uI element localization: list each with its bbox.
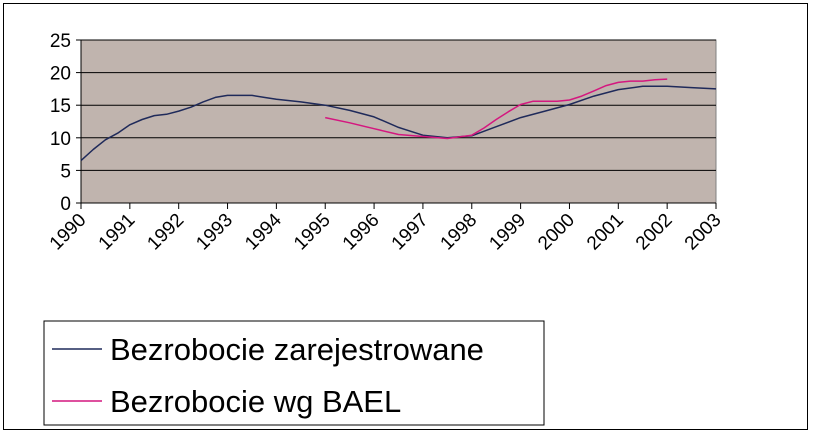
legend-box [43,320,545,426]
x-tick-label: 1999 [485,210,530,255]
x-tick-label: 1997 [388,210,433,255]
y-tick-label: 15 [50,96,71,117]
x-tick-label: 1995 [290,210,335,255]
x-tick-label: 1998 [437,210,482,255]
y-tick-label: 0 [60,194,71,215]
x-tick-label: 1994 [241,209,286,254]
y-tick-label: 10 [50,129,71,150]
x-tick-label: 2001 [583,210,628,255]
x-tick-label: 1992 [143,210,188,255]
y-tick-label: 5 [60,161,71,182]
series-line-1 [80,85,717,162]
y-tick-label: 25 [50,31,71,52]
plot-area [80,39,717,204]
x-tick-label: 2002 [632,210,677,255]
x-tick-label: 1996 [339,210,384,255]
legend-label-2: Bezrobocie wg BAEL [110,384,401,419]
x-tick-label: 1990 [46,210,91,255]
y-tick-label: 20 [50,64,71,85]
chart-frame [3,3,808,430]
x-tick-label: 2000 [534,210,579,255]
x-tick-label: 1991 [95,210,140,255]
x-tick-label: 1993 [192,210,237,255]
legend-label-1: Bezrobocie zarejestrowane [110,332,484,367]
series-line-2 [325,78,668,140]
x-tick-label: 2003 [681,210,726,255]
